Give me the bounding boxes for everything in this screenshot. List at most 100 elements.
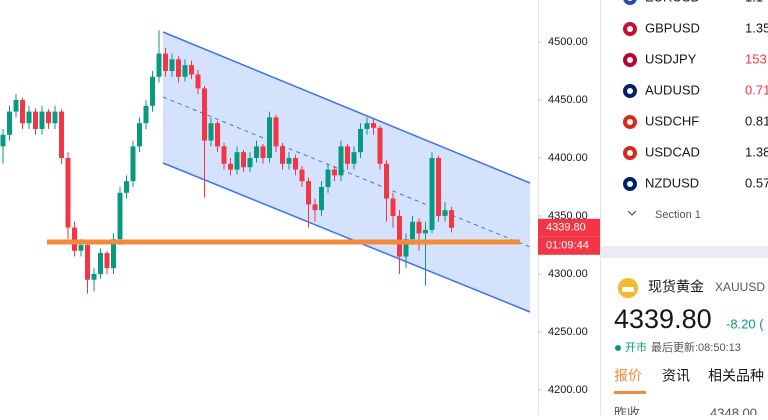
- candle-body: [189, 65, 194, 75]
- price: 1.38: [745, 144, 768, 159]
- candle-body: [169, 59, 175, 71]
- watchlist: EURUSD 1.1 GBPUSD 1.35 USDJPY 153 AUDUSD 0.71 US…: [623, 0, 768, 191]
- watchlist-row[interactable]: USDCAD 1.38: [623, 144, 768, 160]
- candle-body: [130, 146, 136, 182]
- channel-upper: [162, 31, 531, 184]
- price: 0.57: [745, 175, 768, 190]
- tab[interactable]: 资讯: [662, 368, 690, 384]
- last-price-label: 4339.80: [546, 222, 586, 234]
- quote-name: 现货黄金: [648, 279, 704, 295]
- candle-body: [442, 210, 448, 216]
- watchlist-row[interactable]: USDCHF 0.81: [623, 113, 768, 129]
- side-panel: [600, 0, 768, 415]
- candle-body: [319, 186, 324, 211]
- candle-body: [358, 128, 363, 153]
- candle-body: [72, 227, 77, 251]
- flag-inner: [627, 150, 633, 156]
- candle-body: [156, 53, 162, 77]
- candle-body: [111, 239, 116, 269]
- candle-body: [312, 204, 318, 211]
- quote-status: 开市: [625, 340, 647, 354]
- countdown: 01:09:44: [546, 240, 589, 252]
- candle-body: [390, 198, 396, 216]
- status-dot: [615, 345, 621, 351]
- candle-body: [286, 157, 292, 164]
- candle-body: [124, 181, 129, 193]
- candle-body: [416, 221, 422, 234]
- watchlist-row[interactable]: GBPUSD 1.35: [623, 20, 768, 36]
- flag-inner: [627, 0, 633, 1]
- watchlist-row[interactable]: AUDUSD 0.71: [623, 82, 768, 98]
- chevron[interactable]: [627, 210, 637, 216]
- y-tick-label: 4400.00: [548, 152, 588, 164]
- candle-body: [221, 146, 227, 164]
- flag-inner: [627, 57, 633, 63]
- symbol: USDCHF: [645, 113, 699, 128]
- candle-body: [299, 169, 305, 182]
- candle-body: [104, 253, 110, 269]
- section-label[interactable]: Section 1: [655, 209, 701, 221]
- candle-body: [345, 146, 350, 164]
- y-tick-label: 4500.00: [548, 36, 588, 48]
- candle-body: [46, 111, 51, 124]
- candle-body: [182, 65, 188, 77]
- flag-inner: [627, 181, 633, 187]
- candle-body: [33, 111, 38, 129]
- tab[interactable]: 相关品种: [708, 368, 764, 384]
- candle-body: [371, 123, 376, 128]
- price: 1.1: [745, 0, 763, 4]
- candle-body: [59, 111, 64, 158]
- watchlist-row[interactable]: EURUSD 1.1: [623, 0, 763, 5]
- candle-body: [117, 192, 123, 240]
- candle-body: [150, 76, 155, 106]
- candle-body: [202, 88, 207, 141]
- y-tick-label: 4200.00: [548, 384, 588, 396]
- flag: [623, 0, 637, 5]
- countdown-tag: [538, 236, 600, 255]
- channel-lower: [162, 162, 531, 313]
- candle-body: [78, 244, 84, 251]
- flag-inner: [627, 26, 633, 32]
- candle-body: [325, 169, 331, 187]
- tab-underline: [614, 391, 646, 394]
- candle-body: [254, 146, 259, 158]
- quote-symbol: XAUUSD: [715, 280, 765, 294]
- candle-body: [429, 157, 435, 230]
- symbol: GBPUSD: [645, 20, 700, 35]
- last-price-tag: [538, 218, 600, 237]
- candle-body: [351, 152, 357, 164]
- candle-body: [13, 99, 19, 112]
- candle-body: [436, 157, 441, 216]
- candle-body: [306, 181, 311, 205]
- candle-body: [338, 146, 344, 176]
- watchlist-row[interactable]: USDJPY 153: [623, 51, 767, 67]
- candle-body: [39, 111, 45, 129]
- candle-body: [410, 221, 415, 240]
- candle-body: [228, 163, 233, 170]
- candle-body: [195, 74, 201, 89]
- candle-body: [0, 134, 6, 147]
- candle-body: [260, 146, 266, 158]
- candle-body: [332, 169, 337, 176]
- y-tick-label: 4300.00: [548, 268, 588, 280]
- candle-body: [364, 123, 370, 129]
- candle-body: [423, 229, 428, 234]
- symbol: USDJPY: [645, 51, 697, 66]
- candle-body: [20, 99, 25, 124]
- price-axis: 4200.004250.004300.004350.004400.004450.…: [538, 36, 600, 396]
- watchlist-row[interactable]: NZDUSD 0.57: [623, 175, 768, 191]
- flag-inner: [627, 119, 633, 125]
- candle-body: [247, 157, 253, 168]
- candle-body: [280, 146, 285, 164]
- price: 0.71: [745, 82, 768, 97]
- tab[interactable]: 报价: [614, 368, 642, 384]
- price: 0.81: [745, 113, 768, 128]
- gold-bar: [622, 287, 634, 292]
- candle-body: [397, 215, 402, 257]
- candle-body: [91, 273, 97, 280]
- price: 153: [745, 51, 767, 66]
- candle-body: [137, 123, 142, 147]
- candle-body: [176, 59, 181, 77]
